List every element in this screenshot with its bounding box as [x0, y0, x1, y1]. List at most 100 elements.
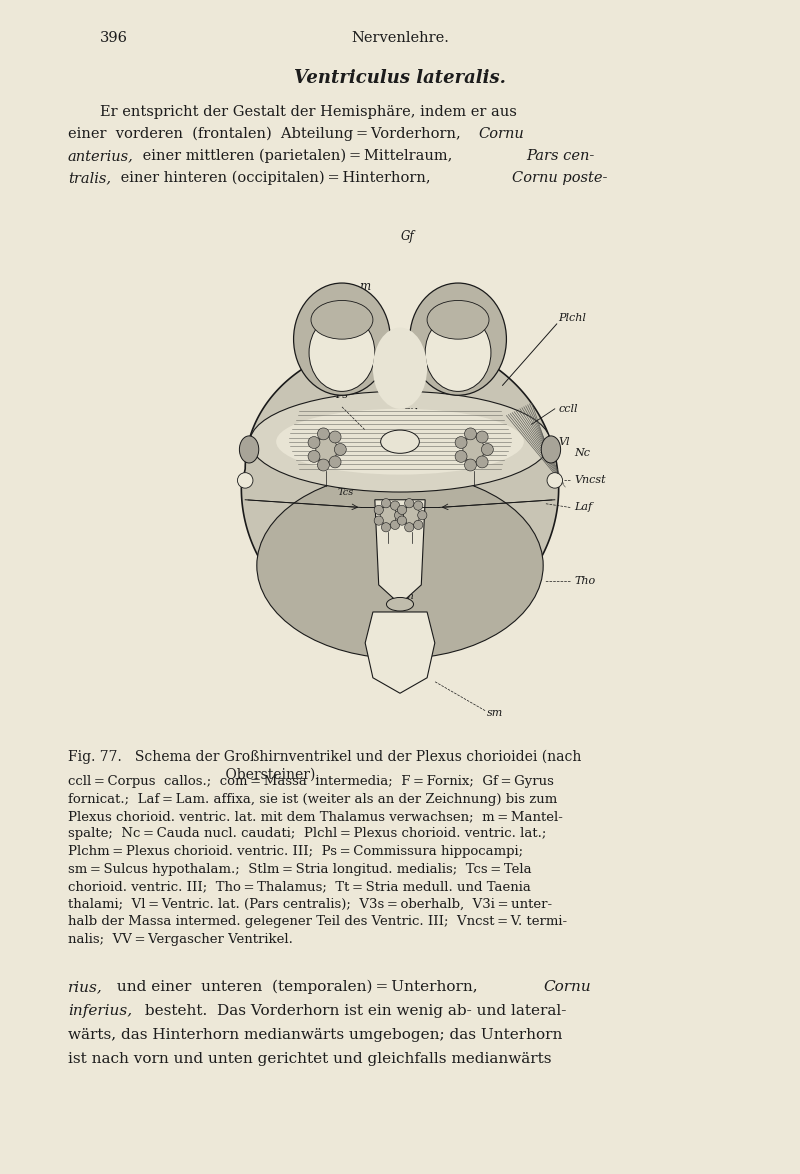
Ellipse shape — [276, 409, 524, 474]
Circle shape — [308, 451, 320, 463]
Circle shape — [329, 456, 341, 468]
Circle shape — [398, 517, 406, 525]
Text: sm: sm — [487, 708, 503, 717]
Text: Plexus chorioid. ventric. lat. mit dem Thalamus verwachsen;  m = Mantel-: Plexus chorioid. ventric. lat. mit dem T… — [68, 810, 563, 823]
Text: thalami;  Vl = Ventric. lat. (Pars centralis);  V3s = oberhalb,  V3i = unter-: thalami; Vl = Ventric. lat. (Pars centra… — [68, 897, 552, 911]
Text: ist nach vorn und unten gerichtet und gleichfalls medianwärts: ist nach vorn und unten gerichtet und gl… — [68, 1052, 551, 1066]
Ellipse shape — [311, 301, 373, 339]
Ellipse shape — [316, 437, 337, 463]
Circle shape — [405, 499, 414, 508]
Text: chorioid. ventric. III;  Tho = Thalamus;  Tt = Stria medull. und Taenia: chorioid. ventric. III; Tho = Thalamus; … — [68, 880, 531, 893]
Text: fornicat.;  Laf = Lam. affixa, sie ist (weiter als an der Zeichnung) bis zum: fornicat.; Laf = Lam. affixa, sie ist (w… — [68, 792, 558, 805]
Text: ccll: ccll — [558, 404, 578, 413]
Ellipse shape — [239, 436, 258, 463]
Polygon shape — [375, 500, 425, 605]
Text: com: com — [393, 592, 415, 601]
Text: Pars cen-: Pars cen- — [526, 149, 594, 163]
Ellipse shape — [463, 437, 484, 463]
Text: Cornu poste-: Cornu poste- — [512, 171, 607, 185]
Text: V3i: V3i — [390, 645, 410, 657]
Ellipse shape — [542, 436, 561, 463]
Text: V3s: V3s — [388, 540, 412, 553]
Circle shape — [414, 520, 423, 529]
Text: einer mittleren (parietalen) = Mittelraum,: einer mittleren (parietalen) = Mittelrau… — [138, 149, 462, 163]
Text: spalte;  Nc = Cauda nucl. caudati;  Plchl = Plexus chorioid. ventric. lat.;: spalte; Nc = Cauda nucl. caudati; Plchl … — [68, 828, 546, 841]
Circle shape — [547, 473, 562, 488]
Text: ccll = Corpus  callos.;  com = Massa  intermedia;  F = Fornix;  Gf = Gyrus: ccll = Corpus callos.; com = Massa inter… — [68, 775, 554, 788]
Text: rius,: rius, — [68, 980, 102, 994]
Text: einer hinteren (occipitalen) = Hinterhorn,: einer hinteren (occipitalen) = Hinterhor… — [116, 170, 440, 185]
Ellipse shape — [425, 313, 491, 391]
Circle shape — [382, 499, 390, 508]
Text: F: F — [412, 439, 419, 448]
Text: Tcs: Tcs — [338, 487, 354, 497]
Circle shape — [318, 459, 330, 471]
Text: VV: VV — [386, 437, 400, 446]
Ellipse shape — [403, 505, 420, 525]
Text: Vncst: Vncst — [574, 475, 606, 485]
Text: Nervenlehre.: Nervenlehre. — [351, 31, 449, 45]
Text: Laf: Laf — [574, 502, 592, 513]
Circle shape — [465, 459, 477, 471]
Circle shape — [398, 505, 406, 514]
Circle shape — [374, 505, 383, 514]
Ellipse shape — [380, 505, 397, 525]
Circle shape — [318, 429, 330, 440]
Text: besteht.  Das Vorderhorn ist ein wenig ab- und lateral-: besteht. Das Vorderhorn ist ein wenig ab… — [140, 1004, 566, 1018]
Circle shape — [308, 437, 320, 448]
Circle shape — [455, 451, 467, 463]
Ellipse shape — [386, 598, 414, 610]
Circle shape — [238, 473, 253, 488]
Text: Gf: Gf — [401, 230, 414, 243]
Polygon shape — [365, 612, 435, 693]
Text: Cornu: Cornu — [543, 980, 590, 994]
Ellipse shape — [257, 473, 543, 659]
Text: sm = Sulcus hypothalam.;  Stlm = Stria longitud. medialis;  Tcs = Tela: sm = Sulcus hypothalam.; Stlm = Stria lo… — [68, 863, 532, 876]
Circle shape — [334, 444, 346, 456]
Circle shape — [476, 431, 488, 443]
Circle shape — [465, 429, 477, 440]
Ellipse shape — [381, 430, 419, 453]
Text: einer  vorderen  (frontalen)  Abteilung = Vorderhorn,: einer vorderen (frontalen) Abteilung = V… — [68, 127, 470, 141]
Polygon shape — [242, 338, 558, 639]
Circle shape — [482, 444, 494, 456]
Circle shape — [394, 511, 404, 520]
Text: Nc: Nc — [574, 448, 590, 458]
Text: nalis;  VV = Vergascher Ventrikel.: nalis; VV = Vergascher Ventrikel. — [68, 932, 293, 945]
Text: Plchm = Plexus chorioid. ventric. III;  Ps = Commissura hippocampi;: Plchm = Plexus chorioid. ventric. III; P… — [68, 845, 523, 858]
Ellipse shape — [309, 313, 375, 391]
Text: Obersteiner).: Obersteiner). — [68, 768, 320, 782]
Text: Fig. 77.   Schema der Großhirnventrikel und der Plexus chorioidei (nach: Fig. 77. Schema der Großhirnventrikel un… — [68, 750, 582, 764]
Circle shape — [418, 511, 427, 520]
Text: Stlm: Stlm — [402, 407, 429, 418]
Circle shape — [390, 501, 400, 511]
Circle shape — [405, 522, 414, 532]
Circle shape — [476, 456, 488, 468]
Text: Plchm: Plchm — [382, 538, 418, 547]
Text: tralis,: tralis, — [68, 171, 111, 185]
Text: und einer  unteren  (temporalen) = Unterhorn,: und einer unteren (temporalen) = Unterho… — [112, 980, 487, 994]
Circle shape — [390, 520, 400, 529]
Ellipse shape — [294, 283, 390, 396]
Circle shape — [414, 501, 423, 511]
Text: Cornu: Cornu — [478, 127, 524, 141]
Text: Vl: Vl — [558, 437, 570, 446]
Ellipse shape — [250, 391, 550, 492]
Text: Ps: Ps — [335, 390, 349, 400]
Circle shape — [329, 431, 341, 443]
Ellipse shape — [427, 301, 489, 339]
Circle shape — [455, 437, 467, 448]
Ellipse shape — [410, 283, 506, 396]
Text: inferius,: inferius, — [68, 1004, 132, 1018]
Text: Plchl: Plchl — [558, 313, 586, 323]
Ellipse shape — [373, 328, 427, 409]
Text: wärts, das Hinterhorn medianwärts umgebogen; das Unterhorn: wärts, das Hinterhorn medianwärts umgebo… — [68, 1028, 562, 1043]
Text: Ventriculus lateralis.: Ventriculus lateralis. — [294, 69, 506, 87]
Text: m: m — [360, 281, 370, 294]
Text: Er entspricht der Gestalt der Hemisphäre, indem er aus: Er entspricht der Gestalt der Hemisphäre… — [100, 104, 517, 119]
Text: halb der Massa intermed. gelegener Teil des Ventric. III;  Vncst = V. termi-: halb der Massa intermed. gelegener Teil … — [68, 915, 567, 927]
Circle shape — [374, 517, 383, 525]
Text: Tho: Tho — [574, 576, 595, 586]
Circle shape — [382, 522, 390, 532]
Text: 396: 396 — [100, 31, 128, 45]
